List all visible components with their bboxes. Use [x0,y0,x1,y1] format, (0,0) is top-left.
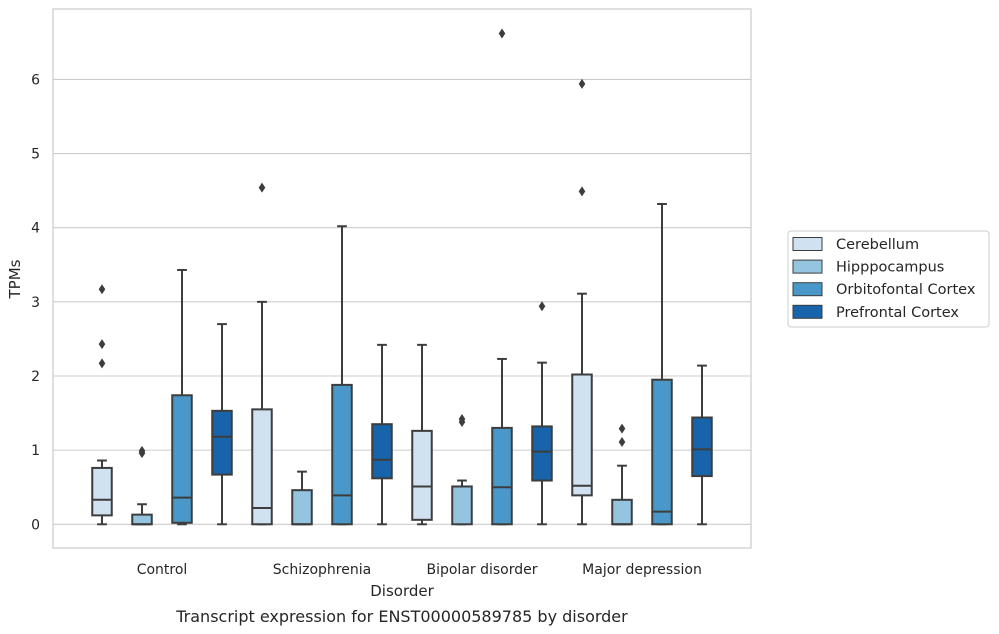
outlier-point [98,339,106,350]
box-body [91,466,113,517]
y-tick-label: 6 [31,72,40,88]
box-cerebellum [91,284,113,526]
legend-swatch [792,259,823,274]
box-cerebellum [571,78,593,526]
outlier-point [138,445,146,456]
box-prefrontal-cortex [691,364,713,526]
x-tick-label: Control [137,562,188,578]
outlier-point [618,436,626,447]
outlier-point [258,182,266,193]
box-hipppocampus [611,423,633,526]
boxes [91,28,713,526]
legend-label: Hipppocampus [836,260,944,276]
outlier-point [538,301,546,312]
legend: Cerebellum Hipppocampus Orbitofontal Corte… [787,230,990,328]
outlier-point [498,28,506,39]
box-body [531,425,553,482]
plot-background [53,9,751,548]
box-body [611,498,633,526]
legend-label: Cerebellum [836,237,919,253]
box-body [331,383,353,526]
box-prefrontal-cortex [371,343,393,526]
legend-swatch [792,237,823,251]
box-orbitofontal-cortex [651,202,673,526]
box-orbitofontal-cortex [491,28,513,526]
legend-swatch [792,282,823,297]
x-axis-label: Disorder [370,582,434,600]
outlier-point [578,78,586,89]
box-body [451,485,473,526]
x-tick-label: Schizophrenia [273,562,371,578]
x-tick-label: Bipolar disorder [426,562,537,578]
y-axis-label: TPMs [6,259,24,299]
box-body [131,513,153,526]
y-tick-label: 0 [31,517,40,533]
box-hipppocampus [131,445,153,526]
outlier-point [98,358,106,369]
x-tick-label: Major depression [582,562,702,578]
outlier-point [578,186,586,197]
box-prefrontal-cortex [531,301,553,526]
box-body [251,408,273,526]
legend-label: Prefrontal Cortex [836,305,959,321]
box-body [371,423,393,480]
y-tick-label: 5 [31,147,40,163]
box-prefrontal-cortex [211,323,233,526]
box-body [171,394,193,524]
box-body [651,378,673,526]
plot-frame [52,8,752,549]
y-tick-labels: 0 1 2 3 4 5 6 [31,72,40,533]
x-tick-labels: Control Schizophrenia Bipolar disorder Majo… [137,562,702,578]
box-body [211,409,233,476]
outlier-point [618,423,626,434]
box-orbitofontal-cortex [171,268,193,526]
box-hipppocampus [451,413,473,526]
box-body [411,429,433,521]
box-hipppocampus [291,470,313,526]
box-body [571,373,593,497]
box-body [291,489,313,526]
box-orbitofontal-cortex [331,225,353,526]
legend-label: Orbitofontal Cortex [836,282,976,298]
y-tick-label: 1 [31,443,40,459]
outlier-point [458,413,466,424]
box-cerebellum [251,182,273,526]
legend-swatch [792,304,823,319]
box-body [491,426,513,526]
gridlines [53,78,751,525]
y-tick-label: 3 [31,295,40,311]
y-tick-label: 2 [31,369,40,385]
box-cerebellum [411,343,433,526]
outlier-point [98,284,106,295]
y-tick-label: 4 [31,221,40,237]
box-body [691,416,713,478]
figure-caption: Transcript expression for ENST0000058978… [175,607,628,626]
legend-frame [787,230,990,328]
